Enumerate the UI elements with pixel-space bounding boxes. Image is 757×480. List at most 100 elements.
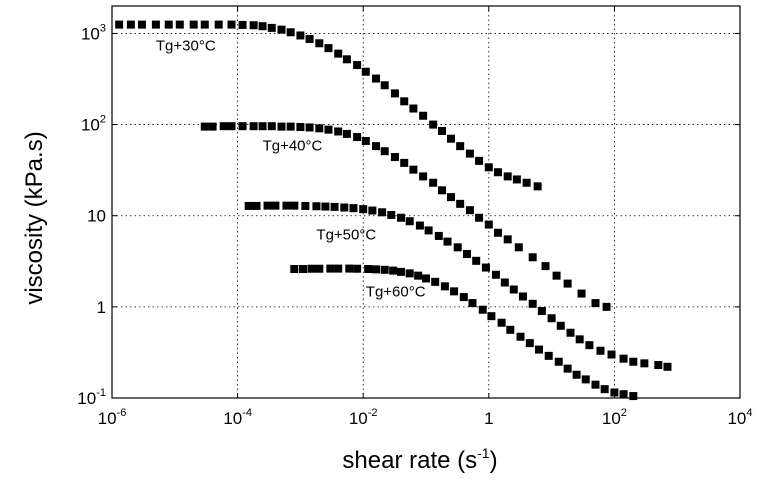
data-point-series-3 [349,204,358,213]
curve-label: Tg+60°C [366,283,426,300]
data-point-series-3 [378,208,387,217]
data-point-series-3 [472,256,481,265]
data-point-series-4 [345,264,354,273]
y-tick-label-exponent: -1 [96,387,106,399]
data-point-series-3 [596,346,605,355]
data-point-series-3 [301,201,310,210]
x-tick-label-base: 10 [223,409,242,428]
data-point-series-1 [286,28,295,37]
data-point-series-1 [409,104,418,113]
data-point-series-4 [315,264,324,273]
data-point-series-4 [353,264,362,273]
y-tick-label-exponent: 3 [100,22,106,34]
data-point-series-1 [512,175,521,184]
data-point-series-3 [244,201,253,210]
data-point-series-1 [456,142,465,151]
x-tick-label-exponent: -2 [368,407,378,419]
data-point-series-4 [610,388,619,397]
data-point-series-2 [296,123,305,132]
data-point-series-2 [258,122,267,131]
data-point-series-2 [361,137,370,146]
data-point-series-2 [324,125,333,134]
data-point-series-1 [361,67,370,76]
data-point-series-1 [315,39,324,48]
data-point-series-3 [340,203,349,212]
data-point-series-2 [429,178,438,187]
data-point-series-3 [271,201,280,210]
data-point-series-1 [126,20,135,29]
y-tick-label: 10-1 [77,387,106,408]
y-tick-label-base: 10 [81,116,100,135]
grid-lines [112,6,740,398]
y-tick-label-base: 1 [97,298,106,317]
data-point-series-2 [315,124,324,133]
data-point-series-4 [440,282,449,291]
data-point-series-1 [214,20,223,29]
data-point-series-1 [324,44,333,53]
data-point-series-4 [544,351,553,360]
data-point-series-3 [537,307,546,316]
data-point-series-3 [263,201,272,210]
data-point-series-1 [475,156,484,165]
data-point-series-3 [500,278,509,287]
data-point-series-3 [640,359,649,368]
data-point-series-3 [443,237,452,246]
data-point-series-1 [267,23,276,32]
data-point-series-1 [175,20,184,29]
x-tick-label: 102 [602,407,627,428]
data-point-series-4 [459,293,468,302]
data-point-series-1 [296,31,305,40]
data-point-series-4 [629,392,638,401]
data-point-series-2 [438,186,447,195]
data-point-series-4 [581,375,590,384]
data-point-series-1 [238,20,247,29]
curve-annotations: Tg+30°C Tg+40°C Tg+50°C Tg+60°C [156,37,426,300]
data-point-series-1 [493,168,502,177]
x-tick-label-exponent: -6 [117,407,127,419]
data-point-series-3 [252,201,261,210]
data-point-series-1 [305,34,314,43]
data-point-series-1 [503,172,512,181]
data-point-series-1 [115,20,124,29]
data-point-series-2 [602,302,611,311]
data-point-series-2 [419,172,428,181]
data-point-series-2 [528,253,537,262]
data-point-series-3 [575,335,584,344]
data-point-series-4 [591,380,600,389]
data-point-series-2 [249,122,258,131]
data-point-series-3 [434,231,443,240]
data-point-series-3 [654,361,663,370]
data-point-series-2 [353,133,362,142]
data-point-series-1 [189,20,198,29]
data-point-series-3 [518,292,527,301]
x-tick-label: 10-6 [98,407,127,428]
data-point-series-1 [400,97,409,106]
data-point-series-3 [424,226,433,235]
y-tick-label-base: 10 [87,207,106,226]
data-point-series-3 [585,341,594,350]
data-point-series-3 [547,314,556,323]
data-point-series-1 [533,182,542,191]
data-point-series-1 [151,20,160,29]
data-point-series-4 [516,332,525,341]
data-point-series-4 [405,269,414,278]
data-point-series-4 [397,267,406,276]
data-point-series-2 [409,165,418,174]
y-tick-label: 102 [81,114,106,135]
data-point-series-3 [566,328,575,337]
data-point-series-2 [219,122,228,131]
data-point-series-3 [359,205,368,214]
x-tick-label-exponent: 4 [746,407,752,419]
x-axis-label: shear rate (s-1) [342,445,497,474]
data-point-series-1 [277,25,286,34]
data-point-series-2 [475,213,484,222]
data-point-series-4 [372,265,381,274]
y-tick-label: 103 [81,22,106,43]
data-point-series-1 [484,163,493,172]
data-point-series-1 [258,22,267,31]
data-point-series-1 [342,55,351,64]
data-point-series-3 [619,354,628,363]
data-point-series-3 [481,263,490,272]
